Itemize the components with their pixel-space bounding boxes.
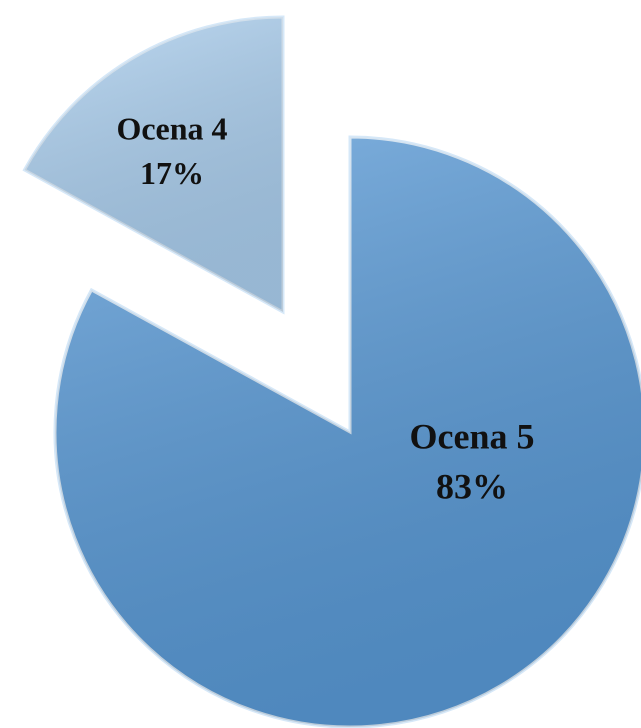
slice-shade: [55, 137, 641, 727]
slice-label: Ocena 5: [410, 416, 535, 456]
slice-value: 83%: [436, 467, 508, 507]
slice-value: 17%: [140, 155, 204, 191]
slice-label: Ocena 4: [116, 110, 227, 146]
slice-shade: [24, 17, 283, 312]
